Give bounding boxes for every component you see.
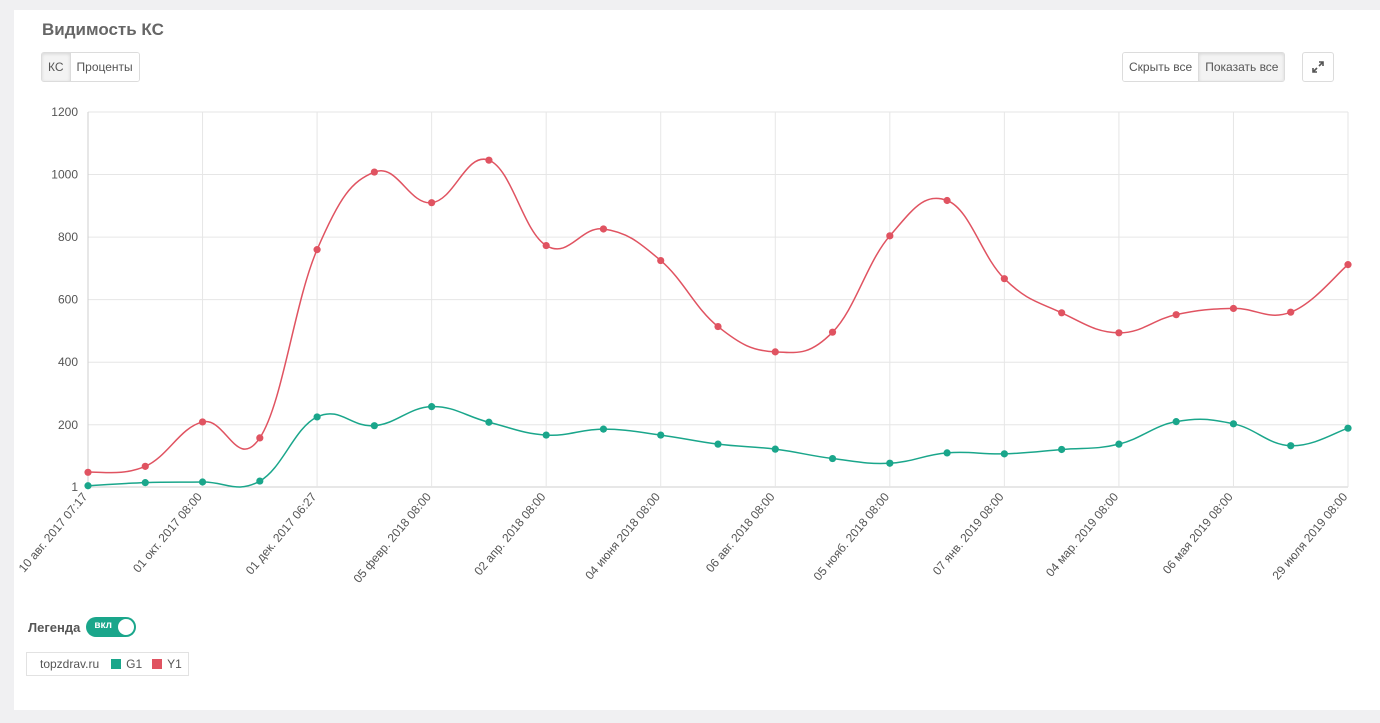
- data-point-g1[interactable]: [256, 477, 264, 485]
- y-tick-label: 200: [58, 418, 78, 432]
- legend-site-name: topzdrav.ru: [40, 657, 100, 671]
- data-point-g1[interactable]: [198, 478, 207, 486]
- data-point-g1[interactable]: [886, 459, 894, 467]
- chart-title: Видимость КС: [42, 20, 164, 39]
- data-point-y1[interactable]: [313, 246, 321, 254]
- data-point-g1[interactable]: [771, 445, 779, 453]
- x-tick-label: 05 февр. 2018 08:00: [351, 490, 435, 586]
- data-point-y1[interactable]: [256, 434, 264, 442]
- data-point-y1[interactable]: [1000, 275, 1008, 283]
- data-point-g1[interactable]: [313, 413, 321, 421]
- y-tick-label: 600: [58, 293, 78, 307]
- data-point-g1[interactable]: [714, 440, 722, 448]
- x-tick-label: 06 авг. 2018 08:00: [703, 490, 778, 575]
- data-point-g1[interactable]: [1058, 445, 1066, 454]
- data-point-g1[interactable]: [1000, 450, 1008, 458]
- data-point-y1[interactable]: [1172, 311, 1180, 319]
- legend-label: Легенда: [28, 619, 81, 635]
- x-tick-label: 29 июля 2019 08:00: [1269, 490, 1350, 583]
- data-point-y1[interactable]: [943, 196, 951, 205]
- data-point-y1[interactable]: [370, 168, 378, 176]
- legend-item-g1-label: G1: [126, 657, 143, 671]
- data-point-y1[interactable]: [1344, 261, 1352, 269]
- data-point-y1[interactable]: [542, 241, 550, 250]
- data-point-g1[interactable]: [1172, 418, 1180, 426]
- data-point-y1[interactable]: [1229, 304, 1238, 313]
- legend-item-y1-label: Y1: [167, 657, 182, 671]
- series-line-y1: [87, 158, 1349, 474]
- x-tick-label: 01 окт. 2017 08:00: [130, 490, 205, 576]
- expand-icon: [1312, 61, 1324, 73]
- x-tick-label: 06 мая 2019 08:00: [1160, 490, 1236, 577]
- legend-item-g1[interactable]: G1: [111, 657, 142, 671]
- ks-units-button[interactable]: КС: [42, 53, 70, 81]
- data-point-g1[interactable]: [657, 431, 665, 439]
- data-point-y1[interactable]: [84, 468, 92, 476]
- data-point-g1[interactable]: [370, 422, 378, 430]
- data-point-y1[interactable]: [428, 199, 436, 207]
- series-line-g1: [87, 405, 1349, 488]
- legend-row: Легенда вкл: [28, 617, 137, 637]
- data-point-y1[interactable]: [1115, 329, 1123, 337]
- y-tick-label: 800: [58, 230, 78, 244]
- data-point-g1[interactable]: [485, 418, 493, 426]
- chart-card: [14, 10, 1380, 710]
- data-point-g1[interactable]: [1287, 442, 1295, 450]
- hide-all-button[interactable]: Скрыть все: [1123, 53, 1199, 81]
- x-tick-label: 02 апр. 2018 08:00: [471, 490, 548, 578]
- data-point-g1[interactable]: [943, 449, 951, 457]
- data-point-g1[interactable]: [828, 454, 837, 463]
- data-point-y1[interactable]: [828, 328, 837, 336]
- y-tick-label: 400: [58, 355, 78, 369]
- x-tick-label: 04 июня 2018 08:00: [582, 490, 663, 583]
- x-tick-label: 04 мар. 2019 08:00: [1043, 490, 1121, 580]
- x-tick-label: 10 авг. 2017 07:17: [16, 490, 91, 575]
- data-point-y1[interactable]: [714, 322, 722, 331]
- y-tick-label: 1: [71, 480, 78, 494]
- y-tick-label: 1200: [51, 105, 78, 119]
- data-point-g1[interactable]: [1229, 420, 1238, 428]
- y-tick-label: 1000: [51, 168, 78, 182]
- units-toggle-group: КС Проценты: [41, 52, 140, 82]
- data-point-y1[interactable]: [771, 348, 779, 356]
- data-point-g1[interactable]: [428, 403, 436, 411]
- legend-toggle[interactable]: вкл: [86, 617, 137, 637]
- data-point-g1[interactable]: [599, 425, 608, 433]
- legend-item-y1[interactable]: Y1: [152, 657, 182, 671]
- data-point-y1[interactable]: [657, 256, 665, 265]
- show-all-button[interactable]: Показать все: [1198, 53, 1285, 81]
- data-point-g1[interactable]: [84, 482, 92, 490]
- expand-button[interactable]: [1302, 52, 1334, 82]
- x-tick-label: 05 нояб. 2018 08:00: [811, 490, 893, 584]
- data-point-y1[interactable]: [485, 156, 493, 164]
- x-tick-label: 01 дек. 2017 06:27: [243, 490, 320, 578]
- data-point-y1[interactable]: [599, 225, 608, 233]
- data-point-g1[interactable]: [1344, 424, 1352, 432]
- legend-swatch-y1: [152, 659, 163, 669]
- legend-box: topzdrav.ru G1 Y1: [26, 652, 189, 676]
- data-point-y1[interactable]: [1058, 309, 1066, 317]
- legend-toggle-knob: [118, 619, 135, 635]
- data-point-y1[interactable]: [1287, 308, 1295, 316]
- data-point-y1[interactable]: [141, 462, 149, 470]
- visibility-toggle-group: Скрыть все Показать все: [1122, 52, 1286, 82]
- percent-units-button[interactable]: Проценты: [69, 53, 139, 81]
- x-tick-label: 07 янв. 2019 08:00: [930, 490, 1007, 578]
- data-point-g1[interactable]: [542, 431, 550, 439]
- legend-toggle-text: вкл: [94, 620, 112, 631]
- data-point-y1[interactable]: [198, 418, 207, 426]
- data-point-g1[interactable]: [1115, 440, 1123, 448]
- data-point-g1[interactable]: [141, 479, 149, 487]
- legend-swatch-g1: [111, 659, 122, 669]
- data-point-y1[interactable]: [886, 232, 894, 240]
